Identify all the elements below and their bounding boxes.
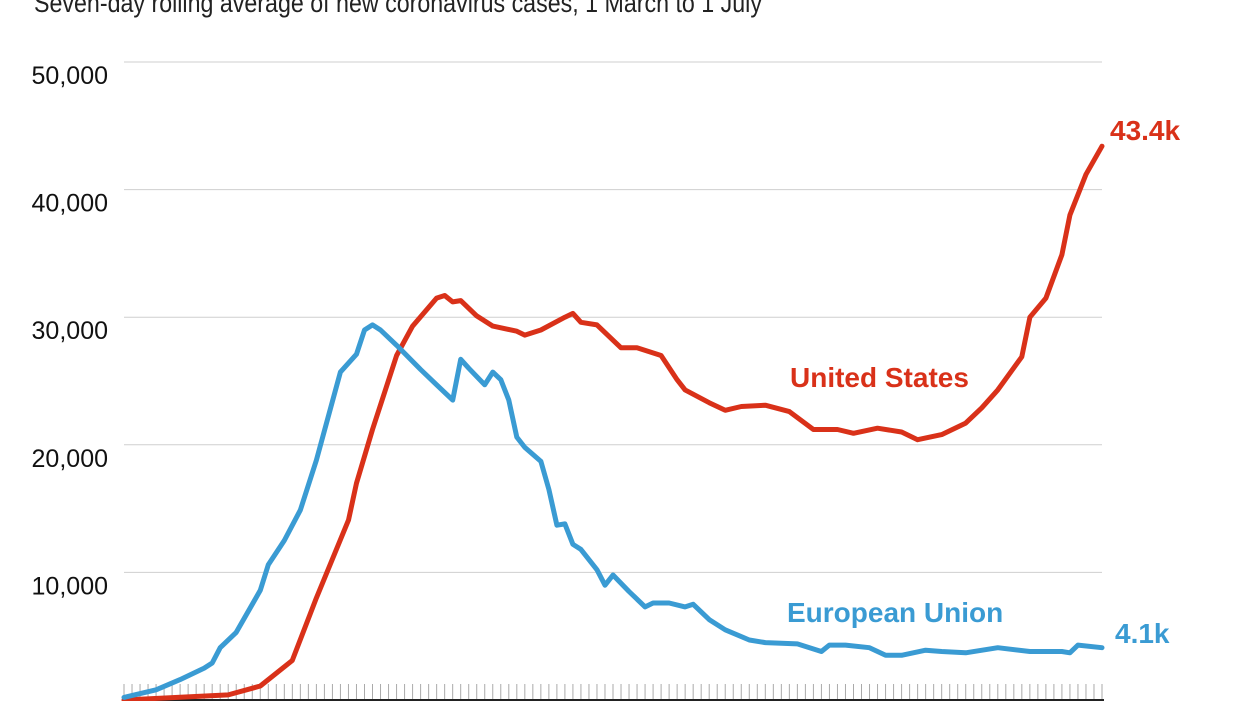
y-tick-labels: 10,000 20,000 30,000 40,000 50,000 bbox=[32, 62, 108, 600]
series-end-value-label: 4.1k bbox=[1115, 618, 1170, 649]
series-labels: United States 43.4k European Union 4.1k bbox=[787, 115, 1180, 649]
series-name-label: European Union bbox=[787, 597, 1003, 628]
series-line-european-union bbox=[121, 322, 1105, 700]
gridlines bbox=[124, 61, 1102, 573]
y-tick-label: 30,000 bbox=[32, 317, 108, 345]
series-lines bbox=[121, 143, 1105, 701]
chart-title: Seven-day rolling average of new coronav… bbox=[34, 0, 762, 18]
y-tick-label: 10,000 bbox=[32, 572, 108, 600]
series-name-label: United States bbox=[790, 362, 969, 393]
series-line-united-states bbox=[121, 143, 1105, 701]
y-tick-label: 40,000 bbox=[32, 190, 108, 218]
x-ticks bbox=[122, 684, 1104, 701]
y-tick-label: 20,000 bbox=[32, 445, 108, 473]
series-end-value-label: 43.4k bbox=[1110, 115, 1180, 146]
y-tick-label: 50,000 bbox=[32, 62, 108, 90]
